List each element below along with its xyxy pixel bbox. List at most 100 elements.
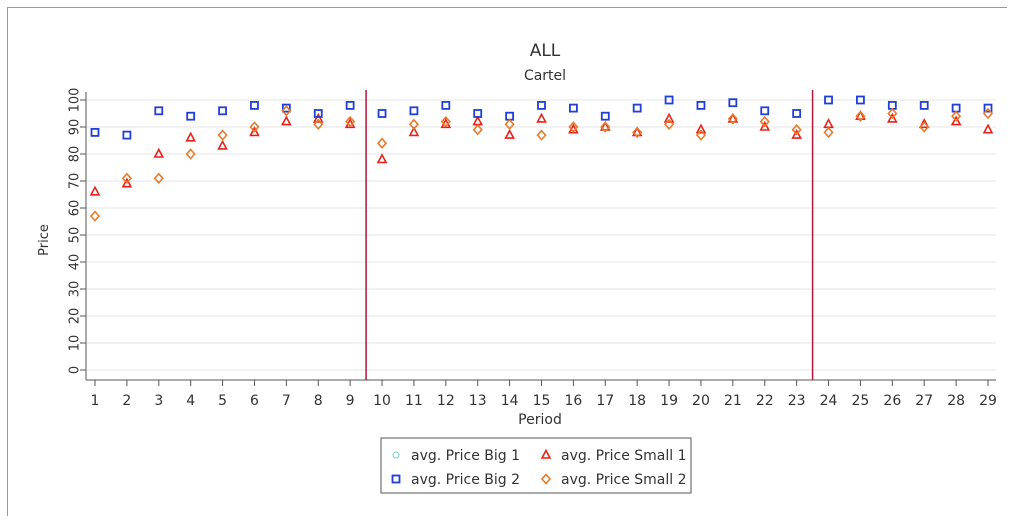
- data-point: [855, 110, 866, 122]
- y-tick-label: 10: [68, 335, 83, 352]
- data-point: [218, 106, 227, 116]
- data-point: [472, 115, 484, 126]
- data-point: [727, 112, 739, 123]
- data-point: [760, 106, 770, 116]
- data-point: [887, 107, 898, 120]
- legend-marker: [392, 451, 400, 459]
- data-point: [345, 101, 355, 110]
- data-point: [313, 109, 323, 118]
- data-point: [536, 129, 547, 141]
- data-point: [122, 130, 132, 140]
- data-point: [919, 101, 929, 110]
- x-tick-label: 11: [405, 393, 423, 409]
- data-point: [89, 185, 101, 196]
- x-tick-label: 27: [915, 393, 933, 409]
- data-point: [281, 105, 292, 117]
- data-point: [154, 106, 164, 116]
- x-tick-label: 16: [564, 393, 582, 409]
- data-point: [440, 115, 451, 128]
- x-tick-label: 23: [788, 393, 806, 409]
- x-axis-label: Period: [518, 412, 562, 428]
- chart-frame: [7, 7, 1007, 516]
- data-point: [121, 172, 132, 185]
- y-tick-label: 100: [68, 88, 83, 113]
- x-tick-label: 20: [692, 393, 710, 409]
- data-point: [281, 103, 291, 113]
- data-point: [537, 101, 546, 110]
- x-tick-label: 21: [724, 393, 742, 409]
- data-point: [855, 109, 866, 120]
- data-point: [982, 123, 994, 134]
- data-point: [312, 112, 324, 123]
- x-tick-label: 4: [186, 393, 195, 409]
- data-point: [345, 115, 356, 128]
- y-tick-label: 40: [68, 254, 83, 271]
- data-point: [376, 153, 388, 164]
- data-point: [441, 101, 451, 110]
- data-point: [823, 118, 834, 129]
- chart-title: ALL: [530, 41, 561, 61]
- data-point: [983, 103, 993, 113]
- data-point: [823, 126, 834, 139]
- legend-label: avg. Price Small 1: [561, 448, 687, 464]
- data-point: [153, 147, 165, 158]
- data-point: [663, 112, 675, 123]
- data-point: [792, 109, 802, 118]
- y-tick-label: 30: [68, 281, 83, 298]
- data-point: [249, 126, 260, 137]
- data-point: [600, 121, 611, 133]
- y-tick-label: 80: [68, 146, 83, 163]
- data-point: [568, 121, 579, 133]
- data-point: [121, 177, 133, 188]
- data-point: [89, 210, 101, 222]
- data-point: [664, 95, 674, 105]
- legend-marker: [540, 473, 552, 485]
- data-point: [950, 115, 962, 126]
- x-tick-label: 6: [250, 393, 259, 409]
- y-tick-label: 70: [68, 173, 83, 190]
- data-point: [631, 126, 643, 137]
- data-point: [186, 111, 196, 121]
- data-point: [90, 127, 100, 137]
- chart-subtitle: Cartel: [524, 68, 566, 84]
- data-point: [696, 101, 706, 110]
- data-point: [727, 113, 738, 125]
- data-point: [409, 106, 419, 116]
- data-point: [919, 121, 930, 133]
- y-tick-label: 50: [68, 227, 83, 244]
- x-tick-label: 2: [122, 393, 131, 409]
- legend-label: avg. Price Big 2: [411, 472, 520, 488]
- data-point: [185, 131, 197, 142]
- x-tick-label: 17: [596, 393, 614, 409]
- data-point: [759, 115, 770, 128]
- data-point: [695, 129, 707, 141]
- x-tick-label: 9: [346, 393, 355, 409]
- legend-marker: [540, 448, 552, 459]
- data-point: [695, 123, 707, 134]
- data-point: [728, 98, 738, 108]
- legend-label: avg. Price Big 1: [411, 448, 520, 464]
- y-tick-label: 0: [68, 366, 83, 374]
- x-tick-label: 18: [628, 393, 646, 409]
- legend-box: [380, 437, 692, 494]
- data-point: [472, 123, 483, 136]
- data-point: [568, 103, 578, 113]
- y-tick-label: 20: [68, 308, 83, 325]
- x-tick-label: 26: [883, 393, 901, 409]
- data-point: [824, 95, 833, 105]
- x-tick-label: 13: [469, 393, 487, 409]
- data-point: [791, 123, 802, 136]
- data-point: [473, 109, 483, 118]
- data-point: [313, 118, 324, 131]
- data-point: [504, 128, 515, 139]
- data-point: [376, 137, 388, 149]
- x-tick-label: 3: [154, 393, 163, 409]
- x-tick-label: 29: [979, 393, 997, 409]
- data-point: [759, 120, 771, 131]
- x-tick-label: 14: [501, 393, 519, 409]
- y-axis-label: Price: [37, 224, 52, 256]
- data-point: [185, 148, 196, 160]
- data-point: [600, 111, 610, 121]
- x-tick-label: 28: [947, 393, 965, 409]
